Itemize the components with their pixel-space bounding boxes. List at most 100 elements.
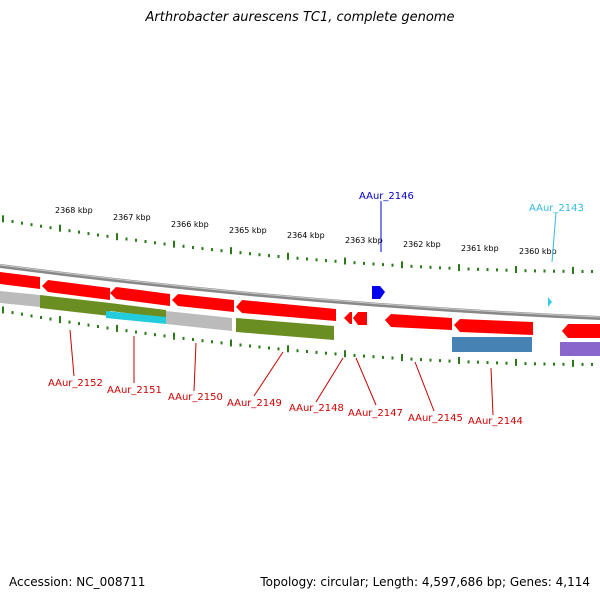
- gene-arrow[interactable]: [562, 324, 600, 338]
- leader-line: [315, 357, 344, 403]
- scale-minor-tick: [249, 252, 251, 256]
- feature-block[interactable]: [236, 318, 334, 340]
- gene-label[interactable]: AAur_2143: [529, 203, 584, 214]
- scale-minor-tick: [562, 362, 565, 366]
- scale-minor-tick: [467, 360, 470, 364]
- gene-arrow[interactable]: [353, 312, 367, 325]
- scale-minor-tick: [591, 363, 593, 366]
- gene-label[interactable]: AAur_2150: [168, 392, 223, 403]
- scale-minor-tick: [524, 269, 527, 273]
- scale-minor-tick: [496, 361, 498, 365]
- scale-minor-tick: [353, 353, 356, 357]
- scale-minor-tick: [553, 269, 555, 273]
- gene-arrow[interactable]: [0, 272, 40, 289]
- scale-minor-tick: [87, 232, 90, 236]
- scale-minor-tick: [106, 234, 109, 238]
- scale-minor-tick: [391, 263, 394, 267]
- scale-minor-tick: [154, 241, 156, 245]
- gene-label[interactable]: AAur_2151: [107, 385, 162, 396]
- gene-label[interactable]: AAur_2149: [227, 398, 282, 409]
- scale-minor-tick: [534, 362, 536, 366]
- scale-minor-tick: [268, 254, 270, 258]
- scale-track-bottom: [2, 306, 593, 367]
- scale-minor-tick: [30, 223, 33, 227]
- gene-label[interactable]: AAur_2148: [289, 403, 344, 414]
- feature-block[interactable]: [166, 311, 232, 331]
- scale-minor-tick: [135, 238, 137, 242]
- scale-minor-tick: [220, 249, 223, 253]
- gene-track-cds: [0, 272, 600, 338]
- scale-minor-tick: [391, 356, 394, 360]
- scale-minor-tick: [268, 346, 270, 350]
- scale-minor-tick: [258, 345, 261, 349]
- gene-arrow[interactable]: [344, 312, 352, 324]
- scale-minor-tick: [163, 334, 166, 338]
- gene-arrow[interactable]: [42, 280, 110, 300]
- scale-major-tick: [458, 264, 460, 272]
- scale-minor-tick: [372, 262, 375, 266]
- scale-minor-tick: [543, 362, 546, 366]
- scale-minor-tick: [534, 269, 536, 273]
- gene-arrow[interactable]: [372, 286, 385, 299]
- scale-minor-tick: [211, 340, 213, 344]
- gene-label[interactable]: AAur_2144: [468, 416, 523, 427]
- gene-label[interactable]: AAur_2147: [348, 408, 403, 419]
- scale-major-tick: [287, 345, 289, 353]
- scale-minor-tick: [363, 354, 365, 358]
- scale-major-tick: [116, 324, 118, 332]
- scale-minor-tick: [363, 261, 365, 265]
- scale-minor-tick: [68, 320, 71, 324]
- scale-label: 2368 kbp: [55, 206, 93, 215]
- scale-minor-tick: [201, 339, 204, 343]
- scale-major-tick: [572, 359, 574, 367]
- scale-label: 2363 kbp: [345, 236, 383, 245]
- gene-label[interactable]: AAur_2145: [408, 413, 463, 424]
- scale-minor-tick: [11, 220, 14, 223]
- scale-major-tick: [572, 266, 574, 274]
- scale-minor-tick: [581, 362, 584, 366]
- leader-line: [253, 351, 284, 397]
- scale-label: 2367 kbp: [113, 213, 151, 222]
- scale-minor-tick: [315, 258, 318, 262]
- feature-block[interactable]: [560, 342, 600, 356]
- scale-minor-tick: [78, 322, 80, 326]
- scale-minor-tick: [97, 325, 99, 328]
- gene-label[interactable]: AAur_2152: [48, 378, 103, 389]
- scale-minor-tick: [467, 267, 470, 271]
- gene-label[interactable]: AAur_2146: [359, 191, 414, 202]
- gene-arrow[interactable]: [172, 294, 234, 312]
- scale-major-tick: [344, 257, 346, 265]
- scale-minor-tick: [78, 230, 80, 234]
- scale-minor-tick: [258, 253, 261, 257]
- feature-block[interactable]: [452, 337, 532, 352]
- scale-minor-tick: [296, 256, 299, 260]
- scale-minor-tick: [211, 248, 213, 252]
- scale-minor-tick: [11, 311, 14, 315]
- feature-block[interactable]: [40, 295, 110, 316]
- scale-label: 2361 kbp: [461, 244, 499, 253]
- gene-arrow[interactable]: [548, 297, 552, 307]
- scale-label: 2366 kbp: [171, 220, 209, 229]
- accession-label: Accession: NC_008711: [9, 575, 146, 589]
- scale-minor-tick: [581, 270, 584, 273]
- gene-arrow[interactable]: [454, 319, 533, 335]
- scale-minor-tick: [477, 267, 479, 271]
- feature-block[interactable]: [106, 311, 166, 324]
- scale-minor-tick: [239, 251, 242, 255]
- scale-minor-tick: [277, 347, 280, 351]
- gene-arrow[interactable]: [236, 300, 336, 321]
- scale-minor-tick: [439, 359, 441, 363]
- scale-minor-tick: [315, 350, 318, 354]
- gene-arrow[interactable]: [385, 314, 452, 330]
- scale-minor-tick: [21, 221, 23, 225]
- scale-minor-tick: [306, 257, 308, 261]
- feature-block[interactable]: [0, 291, 40, 307]
- scale-minor-tick: [30, 314, 33, 318]
- leader-line: [355, 357, 377, 406]
- feature-block[interactable]: [110, 303, 166, 318]
- scale-minor-tick: [135, 330, 137, 334]
- gene-arrow[interactable]: [110, 287, 170, 306]
- scale-major-tick: [2, 215, 4, 223]
- gene-labels: AAur_2146 AAur_2143 AAur_2152 AAur_2151 …: [48, 191, 584, 427]
